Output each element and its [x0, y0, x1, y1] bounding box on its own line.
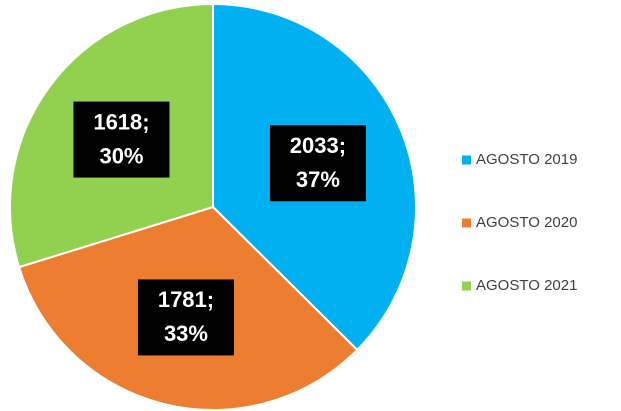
data-label-box: [269, 125, 366, 202]
data-label: 1781;: [158, 287, 214, 312]
data-label-box: [137, 279, 234, 356]
data-label: 30%: [99, 143, 143, 168]
legend-swatch: [462, 155, 471, 165]
data-label-box: [73, 101, 170, 178]
data-label: 1618;: [93, 109, 149, 134]
legend-label: AGOSTO 2019: [476, 151, 577, 168]
data-label: 33%: [164, 321, 208, 346]
data-label: 37%: [296, 167, 340, 192]
data-label: 2033;: [290, 133, 346, 158]
legend-swatch: [462, 218, 471, 228]
legend-swatch: [462, 281, 471, 291]
legend-label: AGOSTO 2021: [476, 277, 577, 294]
legend-label: AGOSTO 2020: [476, 214, 577, 231]
